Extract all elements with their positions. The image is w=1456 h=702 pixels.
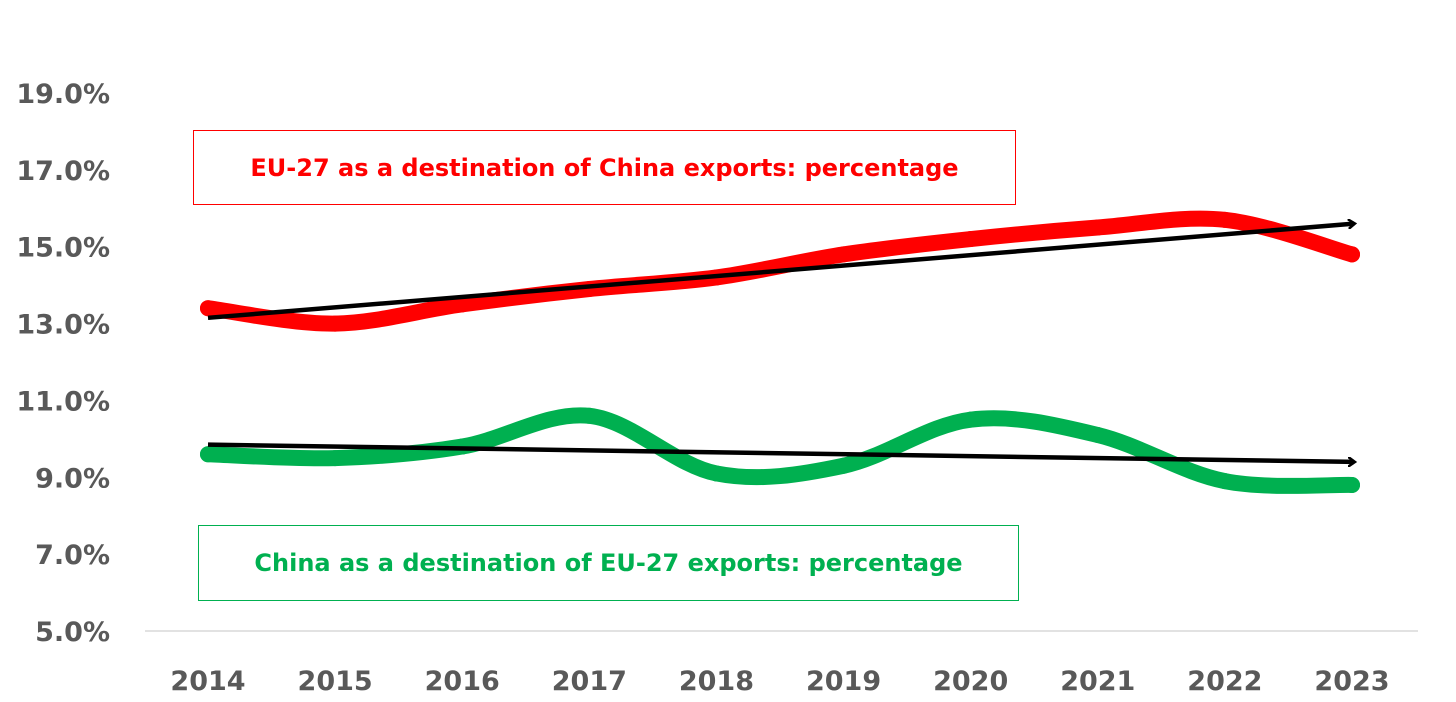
- y-tick-label: 13.0%: [16, 310, 110, 341]
- series-1-point: [200, 446, 216, 463]
- series-1-point: [581, 407, 598, 424]
- series-1-point: [962, 411, 979, 428]
- x-tick-label: 2015: [298, 666, 373, 697]
- x-axis: 2014 2015 2016 2017 2018 2019 2020 2021 2022 2023: [170, 666, 1389, 697]
- series-0-point: [200, 300, 216, 317]
- series-0-point: [1216, 211, 1233, 228]
- x-tick-label: 2014: [170, 666, 245, 697]
- x-tick-label: 2017: [552, 666, 627, 697]
- series-line-0: [200, 210, 1360, 332]
- legend-china-series: China as a destination of EU-27 exports:…: [198, 525, 1019, 601]
- legend-eu-series: EU-27 as a destination of China exports:…: [193, 130, 1016, 205]
- series-0-point: [1089, 219, 1106, 236]
- x-tick-label: 2016: [425, 666, 500, 697]
- series-1-point: [708, 465, 725, 482]
- y-axis: 5.0% 7.0% 9.0% 11.0% 13.0% 15.0% 17.0% 19.0%: [16, 79, 110, 648]
- series-1-point: [327, 450, 344, 467]
- x-tick-label: 2020: [933, 666, 1008, 697]
- series-1-point: [835, 457, 852, 474]
- series-line-1: [200, 407, 1360, 494]
- legend-eu-label: EU-27 as a destination of China exports:…: [250, 153, 959, 182]
- x-tick-label: 2018: [679, 666, 754, 697]
- series-0-point: [327, 315, 344, 332]
- y-tick-label: 11.0%: [16, 386, 110, 417]
- x-tick-label: 2019: [806, 666, 881, 697]
- x-tick-label: 2023: [1314, 666, 1389, 697]
- series-0-point: [454, 296, 471, 313]
- y-tick-label: 7.0%: [35, 540, 110, 571]
- legend-china-label: China as a destination of EU-27 exports:…: [254, 549, 963, 577]
- series-1-point: [1344, 476, 1360, 493]
- y-tick-label: 9.0%: [35, 463, 110, 494]
- series-0-point: [962, 231, 979, 248]
- x-tick-label: 2022: [1187, 666, 1262, 697]
- series-0-point: [1344, 246, 1360, 263]
- trend-arrow-1: [207, 442, 1354, 462]
- y-tick-label: 5.0%: [35, 617, 110, 648]
- trend-layer: [207, 224, 1354, 462]
- series-layer: [200, 210, 1360, 494]
- y-tick-label: 15.0%: [16, 233, 110, 264]
- series-1-point: [1216, 473, 1233, 490]
- y-tick-label: 19.0%: [16, 79, 110, 110]
- series-1-point: [1089, 427, 1106, 444]
- series-0-point: [835, 246, 852, 263]
- x-tick-label: 2021: [1060, 666, 1135, 697]
- y-tick-label: 17.0%: [16, 156, 110, 187]
- trend-arrow-0: [207, 224, 1354, 321]
